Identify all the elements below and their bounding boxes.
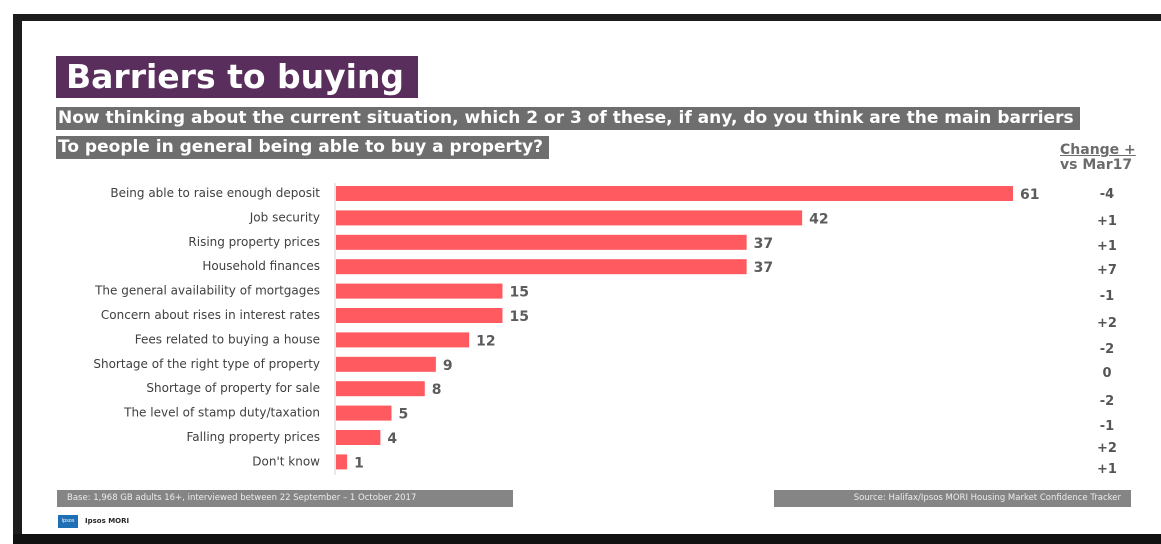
category-label: Shortage of property for sale — [146, 381, 320, 395]
value-label: 8 — [432, 382, 442, 398]
value-label: 5 — [398, 407, 408, 423]
barriers-bar-chart: Being able to raise enough deposit 61 -4 Jo… — [93, 183, 1117, 477]
category-label: Concern about rises in interest rates — [101, 308, 320, 322]
bar — [336, 186, 1013, 201]
change-value: 0 — [1102, 366, 1111, 381]
slide-title: Barriers to buying — [56, 56, 419, 98]
bar — [336, 430, 381, 445]
change-value: +2 — [1097, 316, 1117, 331]
ipsos-logo-icon: Ipsos — [58, 514, 78, 528]
change-value: -2 — [1100, 394, 1114, 409]
category-label: The general availability of mortgages — [94, 284, 320, 298]
value-label: 12 — [476, 333, 495, 349]
category-label: Household finances — [202, 259, 320, 273]
category-label: Falling property prices — [187, 430, 321, 444]
value-label: 42 — [809, 211, 828, 227]
bar — [336, 283, 503, 299]
bar — [336, 381, 425, 397]
logo-text: Ipsos MORI — [85, 517, 130, 525]
source-note: Source: Halifax/Ipsos MORI Housing Marke… — [774, 490, 1131, 507]
frame-left-border — [13, 14, 22, 534]
change-value: -1 — [1100, 419, 1114, 434]
bar — [336, 356, 436, 372]
value-label: 15 — [509, 285, 528, 301]
change-value: -2 — [1100, 342, 1114, 357]
category-label: Shortage of the right type of property — [93, 357, 320, 371]
category-label: Rising property prices — [188, 235, 320, 249]
bar — [336, 234, 747, 250]
bar — [336, 454, 348, 470]
change-value: -4 — [1100, 187, 1114, 202]
base-note: Base: 1,968 GB adults 16+, interviewed b… — [57, 490, 513, 507]
change-value: +2 — [1097, 441, 1117, 456]
change-header-line-1: Change + — [1060, 142, 1136, 158]
change-value: +1 — [1097, 214, 1117, 229]
category-label: The level of stamp duty/taxation — [123, 406, 320, 420]
value-label: 4 — [387, 431, 397, 447]
value-label: 15 — [509, 309, 528, 325]
value-label: 61 — [1020, 187, 1039, 203]
ipsos-mori-logo: Ipsos Ipsos MORI — [58, 514, 129, 528]
frame-top-border — [13, 14, 1161, 21]
change-value: +1 — [1097, 239, 1117, 254]
frame-bottom-border — [13, 534, 1161, 544]
question-line-1: Now thinking about the current situation… — [56, 107, 1080, 130]
bar — [336, 259, 747, 275]
change-value: +1 — [1097, 462, 1117, 477]
bar — [336, 308, 503, 323]
bar — [336, 210, 803, 226]
question-line-2: To people in general being able to buy a… — [56, 136, 549, 159]
category-label: Job security — [249, 210, 320, 224]
value-label: 1 — [354, 455, 364, 471]
change-header-line-2: vs Mar17 — [1060, 157, 1133, 173]
bar — [336, 405, 392, 421]
bar — [336, 332, 470, 348]
value-label: 37 — [754, 260, 773, 276]
category-label: Being able to raise enough deposit — [110, 186, 320, 200]
category-label: Don't know — [252, 454, 320, 468]
change-value: -1 — [1100, 289, 1114, 304]
change-column-header: Change + vs Mar17 — [1060, 143, 1150, 173]
value-label: 9 — [443, 358, 453, 374]
value-label: 37 — [754, 236, 773, 252]
category-label: Fees related to buying a house — [135, 332, 320, 346]
change-value: +7 — [1097, 263, 1117, 278]
